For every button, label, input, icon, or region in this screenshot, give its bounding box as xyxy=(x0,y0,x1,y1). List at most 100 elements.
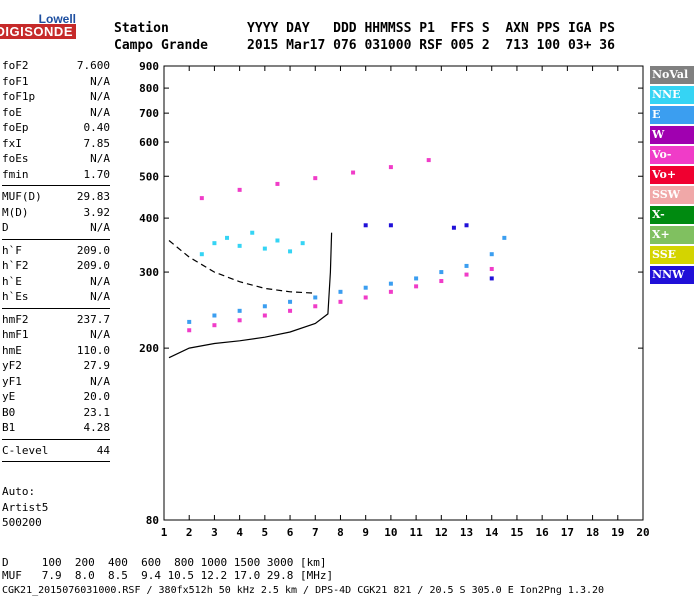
param-name: foF1 xyxy=(2,74,29,88)
echo-point xyxy=(363,223,368,228)
echo-point xyxy=(187,319,192,324)
echo-point xyxy=(187,328,192,333)
param-row: foEp 0.40 xyxy=(2,120,110,136)
param-row: M(D) 3.92 xyxy=(2,205,110,221)
param-value: 237.7 xyxy=(76,312,110,326)
y-tick-label: 700 xyxy=(139,107,159,120)
param-name: B0 xyxy=(2,405,16,419)
divider xyxy=(2,461,110,462)
param-name: yE xyxy=(2,390,16,403)
param-value: 29.83 xyxy=(76,190,110,203)
param-row: yF1 N/A xyxy=(2,374,110,390)
echo-point xyxy=(212,313,217,318)
echo-point xyxy=(237,308,242,313)
param-row: fxI 7.85 xyxy=(2,136,110,152)
param-name: MUF(D) xyxy=(2,190,42,203)
echo-point xyxy=(388,223,393,228)
param-row: foF1 N/A xyxy=(2,74,110,90)
param-value: 209.0 xyxy=(76,259,110,272)
header-line2: Campo Grande 2015 Mar17 076 031000 RSF 0… xyxy=(114,38,615,53)
legend-entry: SSW xyxy=(650,186,694,204)
param-value: 7.600 xyxy=(76,59,110,72)
param-value: 4.28 xyxy=(83,421,111,434)
x-tick-label: 2 xyxy=(186,526,193,539)
x-tick-label: 3 xyxy=(211,526,218,539)
param-name: h`F2 xyxy=(2,259,29,272)
echo-point xyxy=(489,266,494,271)
param-value: N/A xyxy=(90,152,110,165)
legend-entry: NNE xyxy=(650,86,694,104)
param-row: h`Es N/A xyxy=(2,289,110,305)
param-name: h`E xyxy=(2,274,22,288)
legend-entry: E xyxy=(650,106,694,124)
y-tick-label: 400 xyxy=(139,212,159,225)
x-tick-label: 17 xyxy=(561,526,574,539)
x-tick-label: 13 xyxy=(460,526,473,539)
echo-point xyxy=(288,308,293,313)
param-value: 7.85 xyxy=(83,136,111,150)
legend-entry: Vo- xyxy=(650,146,694,164)
param-row: foF1p N/A xyxy=(2,89,110,105)
y-tick-label: 500 xyxy=(139,170,159,183)
param-value: N/A xyxy=(90,328,110,341)
x-tick-label: 10 xyxy=(384,526,397,539)
x-tick-label: 5 xyxy=(262,526,269,539)
param-name: foEs xyxy=(2,152,29,165)
echo-point xyxy=(199,252,204,257)
param-name: M(D) xyxy=(2,205,29,219)
param-value: N/A xyxy=(90,105,110,119)
y-tick-label: 80 xyxy=(146,514,159,527)
param-row: h`F 209.0 xyxy=(2,243,110,259)
param-row: foF2 7.600 xyxy=(2,58,110,74)
y-tick-label: 900 xyxy=(139,60,159,73)
param-value: N/A xyxy=(90,374,110,388)
legend-entry: SSE xyxy=(650,246,694,264)
legend-entry: W xyxy=(650,126,694,144)
plot-frame xyxy=(163,65,644,521)
divider xyxy=(2,238,110,240)
echo-point xyxy=(300,241,305,246)
param-name: D xyxy=(2,221,9,234)
param-value: 23.1 xyxy=(83,405,111,419)
param-name: fxI xyxy=(2,136,22,150)
station-header: Station YYYY DAY DDD HHMMSS P1 FFS S AXN… xyxy=(114,20,615,54)
echo-point xyxy=(275,238,280,243)
param-value: 44 xyxy=(96,443,110,457)
echo-point xyxy=(464,223,469,228)
legend-entry: Vo+ xyxy=(650,166,694,184)
echo-point xyxy=(489,252,494,257)
echo-point xyxy=(225,235,230,240)
echo-series xyxy=(199,230,305,257)
echo-point xyxy=(212,323,217,328)
legend-entry: X+ xyxy=(650,226,694,244)
echo-point xyxy=(439,279,444,284)
param-name: hmE xyxy=(2,343,22,357)
legend-entry: NNW xyxy=(650,266,694,284)
param-name: foF1p xyxy=(2,90,36,103)
divider xyxy=(2,438,110,440)
y-tick-label: 300 xyxy=(139,266,159,279)
auto-label: Auto: xyxy=(2,485,36,498)
param-value: 209.0 xyxy=(76,243,110,257)
digisonde-logo: Lowell DIGISONDE xyxy=(0,10,102,44)
param-value: N/A xyxy=(90,90,110,103)
echo-point xyxy=(388,289,393,294)
param-name: yF1 xyxy=(2,374,22,388)
param-row: yF2 27.9 xyxy=(2,358,110,374)
x-tick-label: 7 xyxy=(312,526,319,539)
legend-entry: X- xyxy=(650,206,694,224)
echo-point xyxy=(237,318,242,323)
param-value: 0.40 xyxy=(83,121,111,134)
echo-point xyxy=(363,295,368,300)
param-value: N/A xyxy=(90,74,110,88)
param-name: hmF1 xyxy=(2,328,29,341)
echo-point xyxy=(451,225,456,230)
x-tick-label: 8 xyxy=(337,526,344,539)
param-value: 3.92 xyxy=(83,205,111,219)
param-row: hmF1 N/A xyxy=(2,327,110,343)
x-tick-label: 6 xyxy=(287,526,294,539)
echo-series xyxy=(187,235,507,324)
param-group-2: MUF(D) 29.83 M(D) 3.92 D N/A xyxy=(2,189,110,236)
param-name: hmF2 xyxy=(2,312,29,326)
